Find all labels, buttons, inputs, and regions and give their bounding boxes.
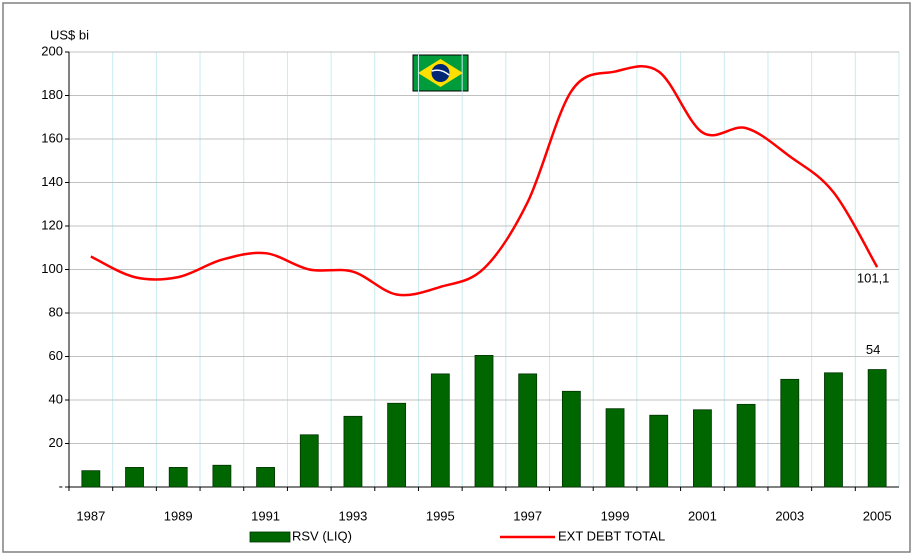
y-tick-label: 120 <box>41 217 63 232</box>
bar <box>81 470 101 488</box>
y-tick-label: 40 <box>49 391 63 406</box>
x-tick-label: 1995 <box>426 508 455 523</box>
bar <box>867 369 887 488</box>
data-label: 101,1 <box>857 271 890 286</box>
flag <box>412 54 469 92</box>
y-axis-label: US$ bi <box>50 27 89 42</box>
bar <box>780 378 800 488</box>
y-tick-label: 20 <box>49 435 63 450</box>
bar <box>343 415 363 488</box>
x-tick-label: 2001 <box>688 508 717 523</box>
bar <box>474 355 494 488</box>
bar <box>387 402 407 488</box>
y-tick-label: 100 <box>41 261 63 276</box>
bar <box>518 373 538 488</box>
y-tick-label: 180 <box>41 87 63 102</box>
bar <box>693 409 712 488</box>
y-tick-label: - <box>59 478 63 493</box>
bar <box>125 467 144 488</box>
bar <box>212 464 232 488</box>
bar <box>561 390 581 488</box>
legend-label: EXT DEBT TOTAL <box>558 528 665 543</box>
bar <box>299 434 319 488</box>
x-tick-label: 2005 <box>863 508 892 523</box>
y-tick-label: 200 <box>41 43 63 58</box>
y-tick-label: 160 <box>41 130 63 145</box>
bar <box>256 467 275 488</box>
data-label: 54 <box>866 342 880 357</box>
legend-swatch <box>249 531 291 543</box>
bar <box>649 414 669 488</box>
bar <box>824 372 843 488</box>
bar <box>168 467 188 488</box>
x-tick-label: 1999 <box>601 508 630 523</box>
legend-label: RSV (LIQ) <box>292 528 352 543</box>
x-tick-label: 1991 <box>251 508 280 523</box>
bar <box>430 373 450 488</box>
x-tick-label: 2003 <box>775 508 804 523</box>
bar <box>736 403 756 488</box>
x-tick-label: 1997 <box>513 508 542 523</box>
x-tick-label: 1993 <box>338 508 367 523</box>
y-tick-label: 60 <box>49 348 63 363</box>
bar <box>605 408 625 488</box>
line <box>90 65 879 297</box>
x-tick-label: 1987 <box>76 508 105 523</box>
x-tick-label: 1989 <box>164 508 193 523</box>
y-tick-label: 140 <box>41 174 63 189</box>
y-tick-label: 80 <box>49 304 63 319</box>
